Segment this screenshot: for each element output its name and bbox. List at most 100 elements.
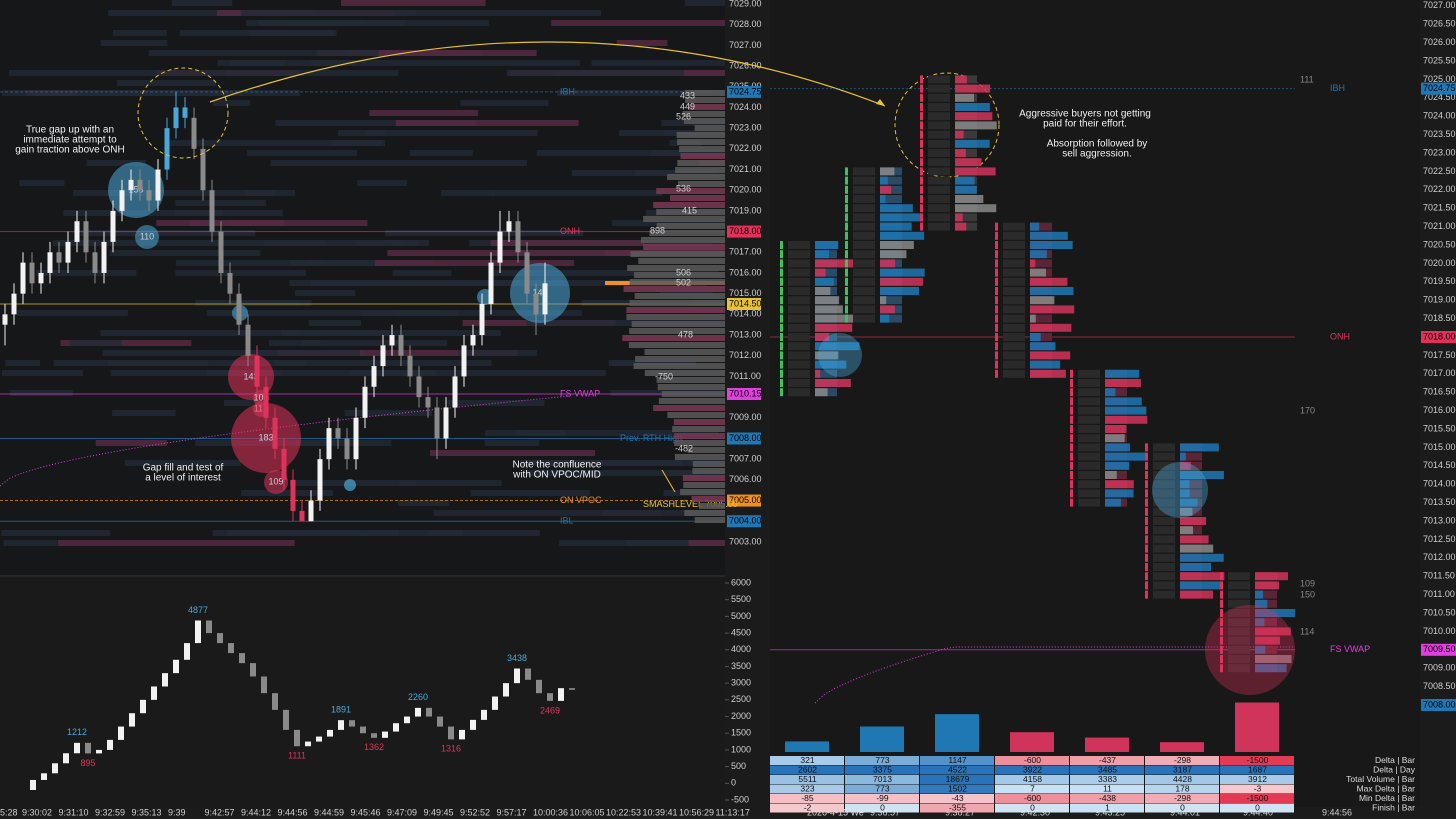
delta-strip [1070,498,1073,507]
delta-strip [780,314,783,323]
time-label: 9:42:57 [205,807,235,817]
volume-profile-row [656,188,725,194]
footprint-cell [853,241,875,249]
footprint-cell [1030,314,1052,323]
footprint-cell [955,213,977,222]
candle-body [164,128,170,170]
table-cell [845,803,919,813]
table-value: 11 [1103,784,1112,794]
footprint-cell [788,323,810,332]
volume-profile-row [657,384,725,390]
heatmap-streak [100,40,168,46]
candle-body [38,272,44,284]
table-cell [1145,756,1219,765]
table-value: 321 [800,755,814,765]
candle-body [74,221,80,242]
footprint-cell [928,121,950,130]
volume-profile-row [628,342,725,348]
candle-body [56,252,62,263]
delta-axis-label: 5500 [731,594,751,604]
volume-profile-row [669,195,725,201]
table-cell [995,756,1069,765]
delta-bar [860,726,904,752]
profile-label: 526 [676,111,691,121]
heatmap-streak [515,430,719,436]
right-axis-label: 7014.00 [1423,479,1456,489]
footprint-cell [1003,323,1025,332]
table-value: 773 [875,755,889,765]
delta-strip [1145,480,1148,489]
footprint-cell [1078,498,1100,507]
footprint-bar [1030,277,1068,286]
delta-strip [1220,664,1223,673]
heatmap-streak [207,370,437,376]
footprint-bar [880,213,921,222]
candle-body [254,355,260,387]
volume-profile-row [676,139,725,145]
axis-mark-label: 7018.00 [1423,331,1456,341]
candle-body [425,397,431,408]
time-label: 9:44:59 [314,807,344,817]
footprint-cell [880,176,902,185]
table-value: -2 [804,803,812,813]
heatmap-streak [240,10,416,16]
footprint-cell [1003,250,1025,259]
delta-candle [305,741,311,747]
right-axis-label: 7023.50 [1423,129,1456,139]
delta-strip [845,250,848,259]
lower-panel [0,577,725,807]
volume-profile-row [684,90,725,96]
table-value: 3922 [1023,765,1042,775]
volume-profile-row [629,279,725,285]
delta-bar [1235,702,1279,752]
delta-strip [845,314,848,323]
heatmap-streak [426,530,540,536]
table-cell [920,765,994,775]
table-value: -99 [876,793,889,803]
footprint-cell [788,333,810,341]
delta-candle [294,729,300,747]
right-axis-label: 7010.00 [1423,626,1456,636]
delta-candle [261,676,267,694]
table-cell [1070,803,1144,813]
table-cell [1070,756,1144,765]
right-axis-label: 7024.00 [1423,111,1456,121]
table-value: 1687 [1248,765,1267,775]
delta-strip [1220,581,1223,590]
volume-profile-row [672,426,725,432]
table-cell [1220,784,1294,794]
footprint-cell [788,360,810,369]
heatmap-streak [331,140,386,146]
footprint-bar [1105,397,1142,406]
volume-profile-row [675,167,725,173]
footprint-cell [853,167,875,176]
delta-strip [1145,471,1148,479]
footprint-bar [1030,259,1036,268]
delta-candle [272,693,278,710]
footprint-cell [853,250,875,259]
delta-strip [1070,388,1073,397]
table-cell [845,784,919,794]
heatmap-streak [113,30,167,36]
heatmap-streak [3,540,58,546]
delta-axis-label: 3000 [731,678,751,688]
right-axis-label: 7026.50 [1423,19,1456,29]
delta-candle [162,673,168,687]
volume-profile-row [678,181,725,187]
delta-strip [780,369,783,378]
footprint-bar [1105,379,1141,387]
annotation: with ON VPOC/MID [512,470,601,481]
delta-strip [1145,461,1148,470]
delta-strip [845,268,848,277]
delta-strip [1145,452,1148,461]
right-axis-label: 7009.00 [1423,663,1456,673]
footprint-bar [955,204,997,213]
right-axis-label: 7020.50 [1423,239,1456,249]
footprint-bar [1255,655,1292,663]
level-label: ONH [560,226,580,236]
footprint-cell [1105,388,1127,397]
left-axis-label: 7021.00 [729,164,762,174]
annotation: paid for their effort. [1043,119,1127,130]
delta-strip [845,241,848,249]
delta-label: 1111 [288,751,306,761]
